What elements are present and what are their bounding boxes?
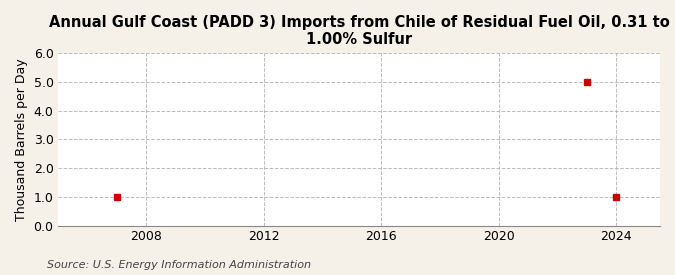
Title: Annual Gulf Coast (PADD 3) Imports from Chile of Residual Fuel Oil, 0.31 to 1.00: Annual Gulf Coast (PADD 3) Imports from … <box>49 15 670 47</box>
Y-axis label: Thousand Barrels per Day: Thousand Barrels per Day <box>15 58 28 221</box>
Text: Source: U.S. Energy Information Administration: Source: U.S. Energy Information Administ… <box>47 260 311 270</box>
